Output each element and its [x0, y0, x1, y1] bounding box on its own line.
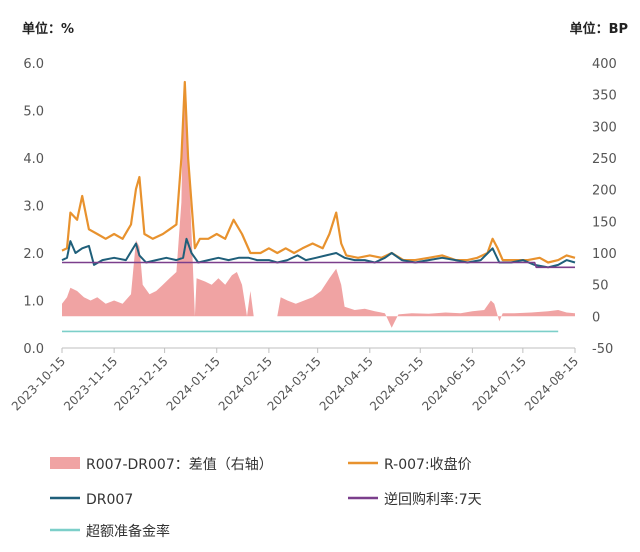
legend-label: 超额准备金率	[86, 523, 170, 540]
right-tick-label: 250	[592, 152, 617, 167]
x-tick-label: 2023-12-15	[112, 354, 171, 413]
left-axis-ticks: 0.0 1.0 2.0 3.0 4.0 5.0 6.0	[23, 57, 44, 357]
left-tick-label: 5.0	[23, 105, 44, 120]
left-tick-label: 6.0	[23, 57, 44, 72]
right-tick-label: 150	[592, 215, 617, 230]
right-tick-label: 400	[592, 57, 617, 72]
x-tick-label: 2024-08-15	[522, 354, 581, 413]
right-axis-unit: 单位：BP	[570, 21, 628, 37]
x-axis-ticks: 2023-10-152023-11-152023-12-152024-01-15…	[9, 348, 581, 413]
right-tick-label: 300	[592, 120, 617, 135]
left-axis-unit: 单位：%	[22, 21, 74, 37]
legend-label: R-007:收盘价	[384, 456, 472, 473]
right-tick-label: 200	[592, 184, 617, 199]
legend-label: DR007	[86, 492, 133, 508]
dr007-line	[61, 237, 576, 269]
left-tick-label: 4.0	[23, 152, 44, 167]
left-tick-label: 0.0	[23, 342, 44, 357]
legend-label: R007-DR007：差值（右轴）	[86, 457, 273, 473]
spread-area	[62, 101, 575, 328]
line-series-layer	[61, 80, 576, 333]
plot-area: 2023-10-152023-11-152023-12-152024-01-15…	[9, 80, 581, 413]
legend-label: 逆回购利率:7天	[384, 491, 482, 508]
reverse-repo-line	[62, 261, 575, 269]
left-tick-label: 3.0	[23, 200, 44, 215]
right-tick-label: 0	[592, 310, 600, 325]
x-tick-label: 2023-10-15	[9, 354, 68, 413]
right-tick-label: -50	[592, 342, 613, 357]
x-tick-label: 2024-01-15	[164, 354, 223, 413]
right-tick-label: 350	[592, 89, 617, 104]
spread-area-layer	[62, 101, 575, 328]
right-axis-ticks: -50 0 50 100 150 200 250 300 350 400	[592, 57, 617, 357]
left-tick-label: 1.0	[23, 295, 44, 310]
right-tick-label: 100	[592, 247, 617, 262]
r007-line	[61, 80, 576, 264]
right-tick-label: 50	[592, 279, 609, 294]
x-tick-label: 2024-07-15	[470, 354, 529, 413]
legend-swatch	[50, 457, 80, 469]
left-tick-label: 2.0	[23, 247, 44, 262]
x-tick-label: 2024-05-15	[367, 354, 426, 413]
legend: R007-DR007：差值（右轴） R-007:收盘价 DR007 逆回购利率:7天超…	[50, 456, 482, 540]
